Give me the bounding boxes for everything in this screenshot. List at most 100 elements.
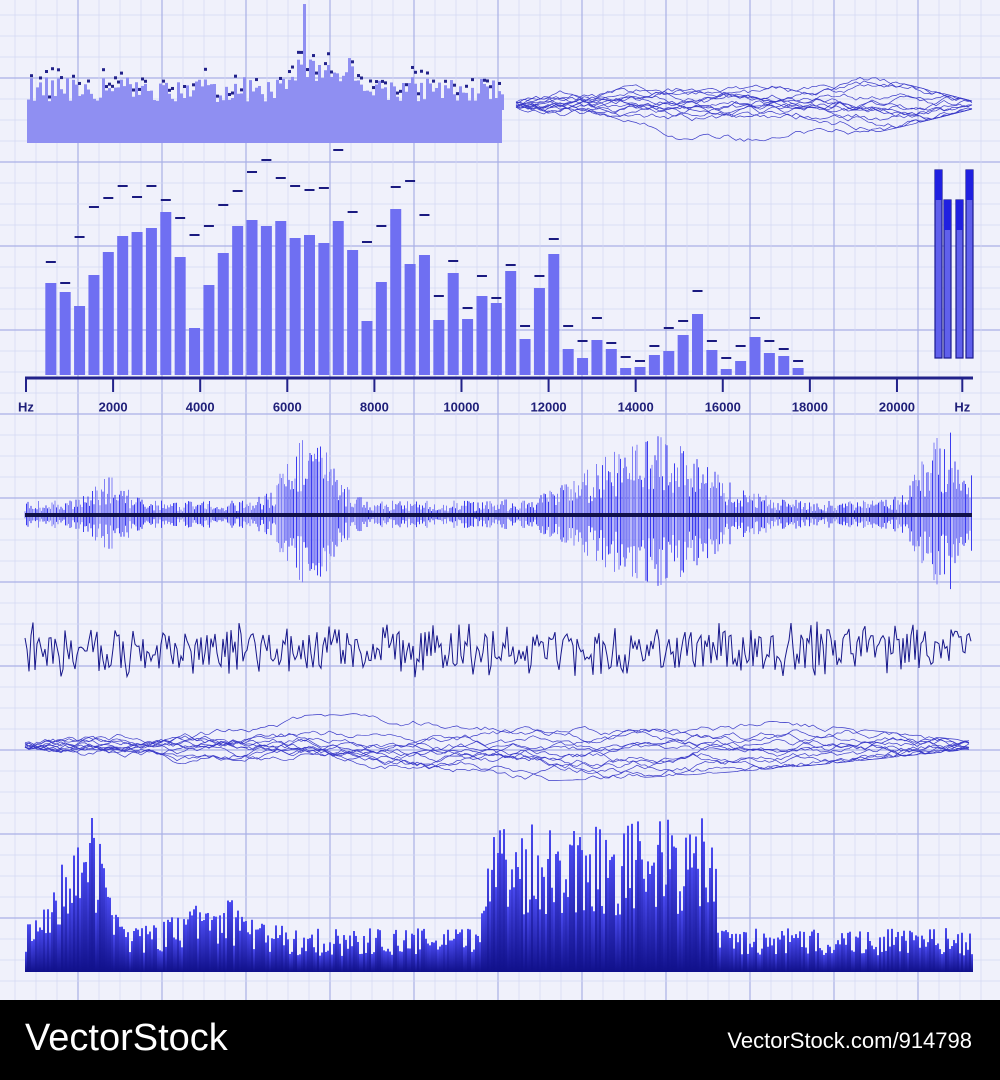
floor-bar (383, 950, 385, 972)
tangle-line (515, 96, 973, 121)
floor-bar (149, 931, 151, 972)
bar (404, 264, 416, 375)
mini-peak (369, 79, 372, 83)
floor-bar (67, 913, 69, 972)
mini-bar (408, 83, 411, 110)
floor-bar (757, 952, 759, 972)
floor-bar (405, 930, 407, 972)
floor-bar (419, 949, 421, 972)
mini-bar (237, 93, 240, 110)
tangle-line (24, 738, 970, 781)
mini-bar (501, 94, 504, 110)
floor-bar (939, 949, 941, 972)
floor-bar (735, 933, 737, 972)
floor-bar (809, 935, 811, 972)
floor-bar (181, 947, 183, 972)
floor-bar (421, 930, 423, 972)
floor-bar (661, 852, 663, 972)
mini-bar (99, 97, 102, 110)
mini-peak (444, 79, 447, 83)
floor-bar (453, 938, 455, 972)
peak-marker (74, 236, 85, 238)
floor-bar (789, 941, 791, 972)
floor-bar (527, 912, 529, 972)
floor-bar (353, 930, 355, 972)
floor-bar (115, 914, 117, 972)
floor-bar (561, 912, 563, 972)
tangle-line (24, 726, 970, 757)
mini-bar (327, 65, 330, 110)
floor-bar (367, 942, 369, 972)
floor-bar (177, 917, 179, 972)
floor-bar (247, 932, 249, 972)
tangle-line (515, 93, 973, 110)
mini-bar (492, 80, 495, 110)
x-tick-label: Hz (954, 399, 970, 414)
floor-bar (127, 932, 129, 972)
mini-bar (48, 101, 51, 110)
mini-bar (348, 58, 351, 110)
bar (620, 368, 632, 375)
floor-bar (89, 843, 91, 972)
mini-peak (45, 70, 48, 74)
floor-bar (867, 932, 869, 972)
mini-bar (105, 90, 108, 110)
peak-marker (333, 149, 344, 151)
bar (792, 368, 804, 375)
floor-bar (783, 935, 785, 972)
floor-bar (107, 896, 109, 972)
floor-bar (377, 929, 379, 972)
tangle-line (24, 733, 970, 756)
floor-bar (531, 824, 533, 972)
floor-bar (935, 945, 937, 972)
peak-marker (663, 327, 674, 329)
floor-bar (269, 951, 271, 972)
floor-bar (253, 949, 255, 972)
floor-bar (881, 951, 883, 972)
floor-bar (543, 876, 545, 972)
floor-bar (239, 930, 241, 972)
floor-bar (427, 943, 429, 972)
tangle-line (24, 730, 970, 762)
floor-bar (705, 887, 707, 972)
floor-bar (191, 915, 193, 972)
floor-bar (837, 940, 839, 972)
mini-bar (483, 83, 486, 110)
peak-marker (318, 187, 329, 189)
floor-bar (509, 889, 511, 972)
floor-bar (795, 934, 797, 972)
floor-bar (605, 839, 607, 972)
floor-bar (681, 910, 683, 972)
mini-peak (279, 76, 282, 80)
floor-bar (99, 843, 101, 972)
peak-marker (218, 204, 229, 206)
mini-bar (180, 93, 183, 110)
floor-bar (183, 919, 185, 972)
floor-bar (445, 944, 447, 972)
floor-bar (277, 938, 279, 972)
mini-peak (120, 71, 123, 75)
mini-bar (45, 77, 48, 110)
floor-bar (721, 930, 723, 972)
floor-bar (635, 859, 637, 972)
floor-bar (615, 915, 617, 972)
bar (117, 236, 129, 375)
x-tick-label: 6000 (273, 399, 302, 414)
floor-bar (713, 901, 715, 972)
floor-bar (207, 912, 209, 972)
floor-bar (273, 938, 275, 972)
mini-bar (270, 91, 273, 110)
floor-bar (465, 945, 467, 972)
floor-bar (631, 823, 633, 972)
floor-bar (139, 936, 141, 972)
floor-bar (37, 931, 39, 972)
floor-bar (643, 878, 645, 972)
mini-peak (360, 76, 363, 80)
floor-bar (113, 934, 115, 972)
floor-bar (407, 948, 409, 972)
floor-bar (153, 925, 155, 972)
floor-bar (573, 831, 575, 972)
floor-bar (799, 931, 801, 972)
peak-marker (591, 317, 602, 319)
